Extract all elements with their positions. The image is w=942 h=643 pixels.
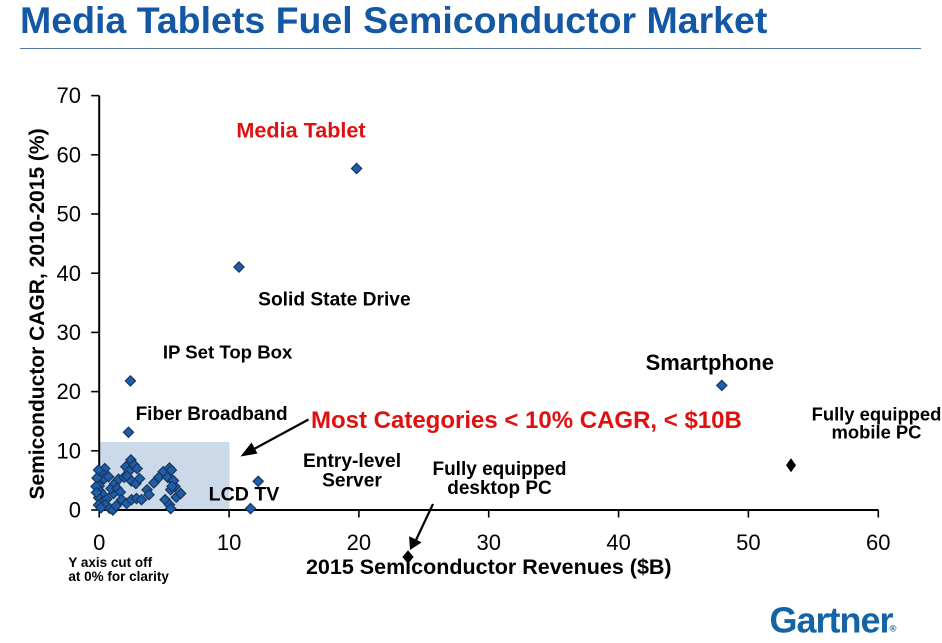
svg-text:Semiconductor CAGR, 2010-2015: Semiconductor CAGR, 2010-2015 (%) xyxy=(26,128,49,499)
svg-text:70: 70 xyxy=(57,83,81,108)
svg-text:40: 40 xyxy=(57,261,81,286)
svg-text:®: ® xyxy=(890,624,897,635)
svg-text:Solid State Drive: Solid State Drive xyxy=(258,290,411,311)
svg-text:Media Tablet: Media Tablet xyxy=(236,118,365,143)
svg-text:20: 20 xyxy=(57,379,81,404)
svg-text:IP Set Top Box: IP Set Top Box xyxy=(163,342,293,363)
svg-text:30: 30 xyxy=(57,320,81,345)
svg-text:10: 10 xyxy=(57,438,81,463)
svg-text:LCD TV: LCD TV xyxy=(209,484,280,506)
svg-text:Fiber Broadband: Fiber Broadband xyxy=(136,404,288,425)
svg-text:Smartphone: Smartphone xyxy=(646,350,774,375)
svg-text:20: 20 xyxy=(347,530,371,555)
svg-text:Most Categories < 10% CAGR, <: Most Categories < 10% CAGR, < $10B xyxy=(311,407,742,434)
svg-text:0: 0 xyxy=(69,498,81,523)
svg-text:Gartner: Gartner xyxy=(770,600,894,641)
svg-text:0: 0 xyxy=(93,530,105,555)
svg-text:60: 60 xyxy=(57,142,81,167)
svg-text:50: 50 xyxy=(57,202,81,227)
svg-text:30: 30 xyxy=(476,530,500,555)
svg-text:40: 40 xyxy=(606,530,630,555)
svg-text:10: 10 xyxy=(217,530,241,555)
svg-text:2015 Semiconductor Revenues ($: 2015 Semiconductor Revenues ($B) xyxy=(306,555,672,579)
svg-text:60: 60 xyxy=(866,530,890,555)
svg-text:50: 50 xyxy=(736,530,760,555)
